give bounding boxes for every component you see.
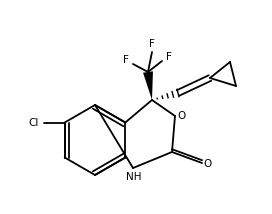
Text: NH: NH: [126, 172, 142, 182]
Text: Cl: Cl: [28, 117, 39, 128]
Text: O: O: [204, 159, 212, 169]
Text: F: F: [166, 52, 172, 62]
Text: F: F: [149, 39, 155, 49]
Text: F: F: [123, 55, 129, 65]
Polygon shape: [143, 71, 153, 100]
Text: O: O: [178, 111, 186, 121]
